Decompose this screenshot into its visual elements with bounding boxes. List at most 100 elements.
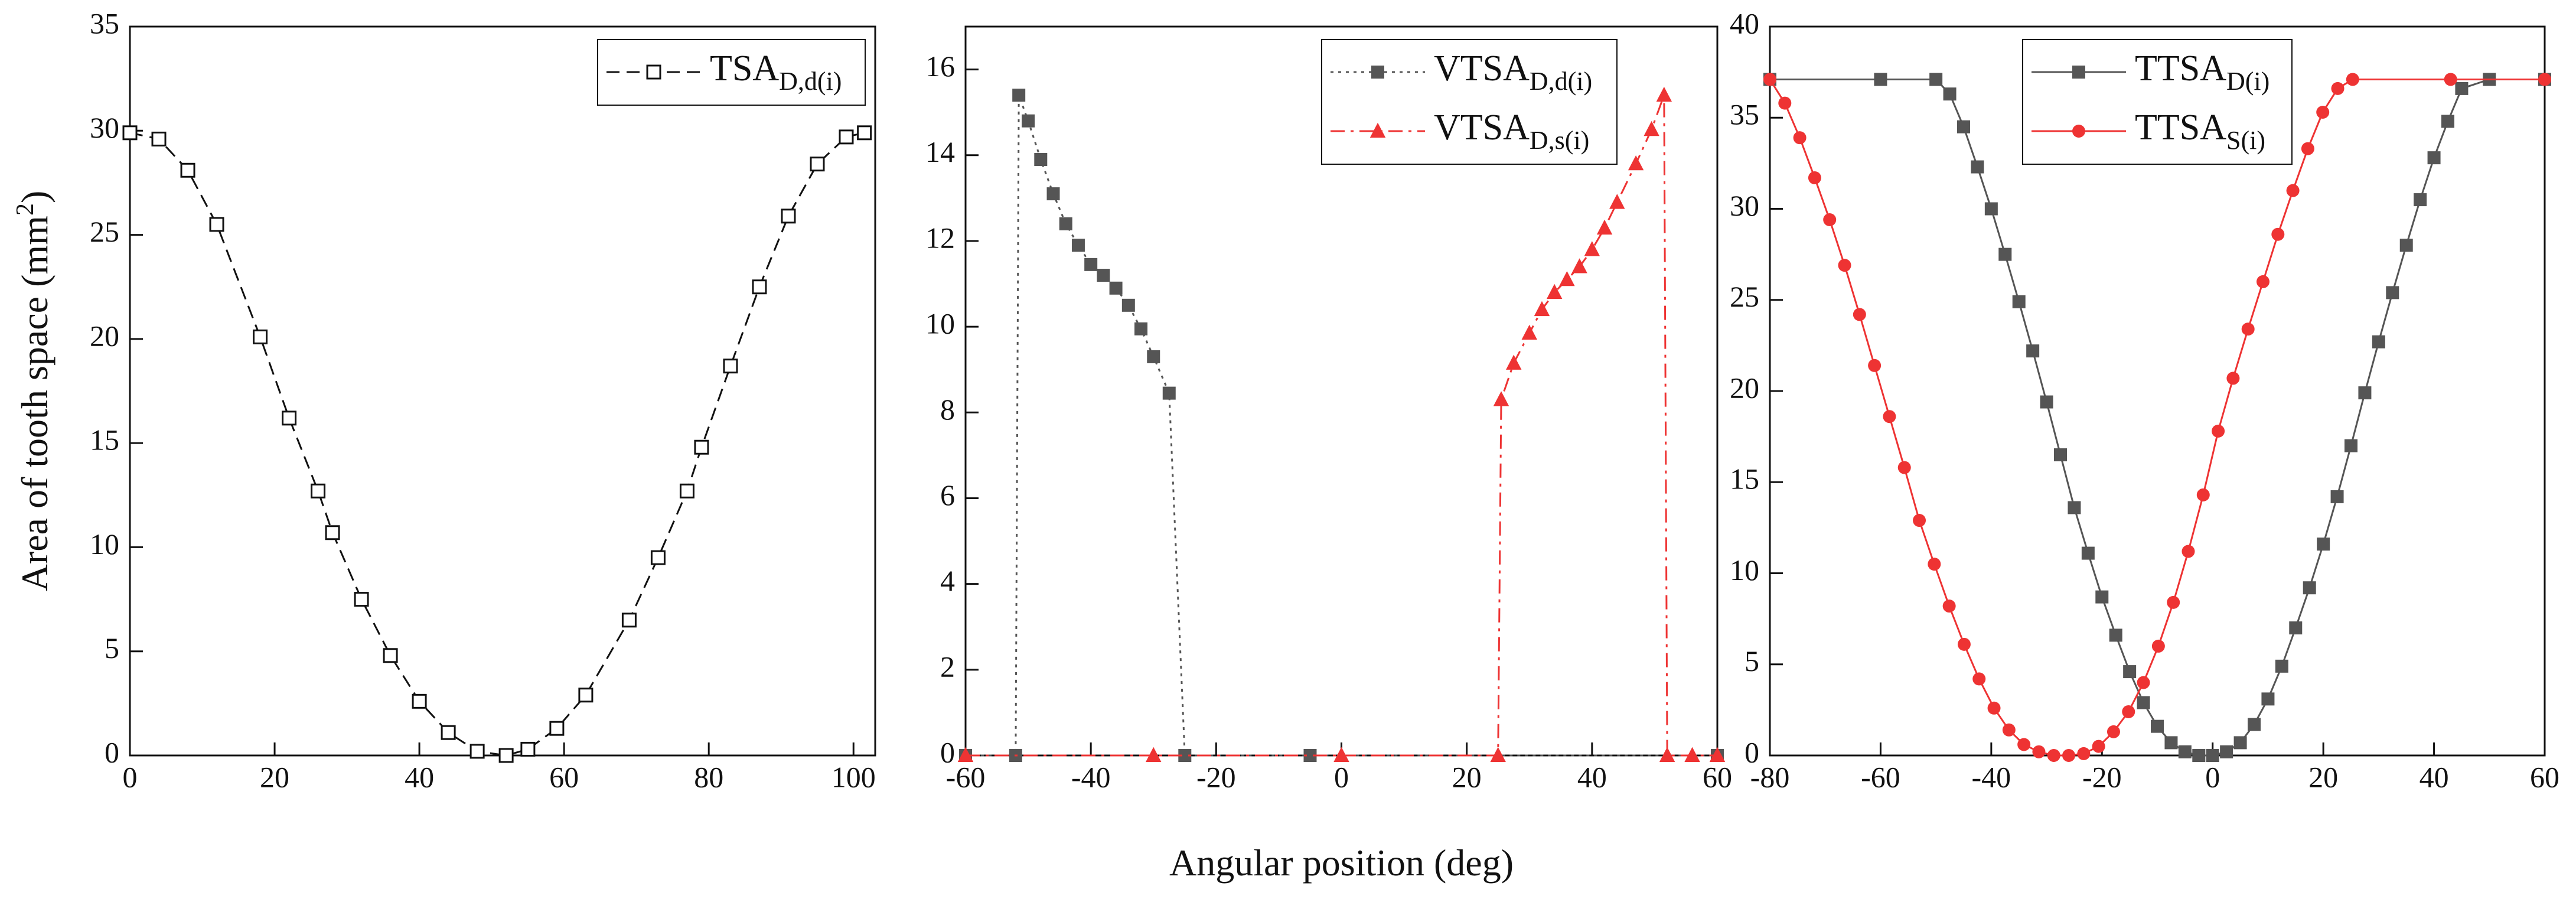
marker	[1656, 86, 1672, 102]
x-tick-label: -20	[1196, 760, 1236, 793]
marker	[2017, 738, 2031, 751]
marker	[2386, 286, 2399, 299]
marker	[1972, 672, 1986, 686]
marker	[2346, 73, 2359, 86]
marker	[520, 741, 536, 757]
marker	[2077, 747, 2091, 760]
plot-frame	[129, 25, 876, 757]
marker	[2414, 193, 2427, 207]
marker	[1534, 301, 1550, 317]
marker	[2137, 696, 2150, 709]
marker	[1084, 258, 1098, 271]
x-tick-label: -20	[2082, 760, 2122, 793]
marker	[1609, 194, 1625, 209]
y-tick-label: 0	[1744, 735, 1759, 768]
marker	[2062, 749, 2076, 762]
marker	[723, 359, 738, 374]
y-tick-label: 30	[90, 111, 119, 144]
marker	[2137, 676, 2150, 689]
legend: VTSAD,d(i)VTSAD,s(i)	[1321, 39, 1618, 165]
marker	[1868, 359, 1882, 372]
y-tick-label: 6	[940, 478, 955, 512]
marker	[498, 748, 514, 763]
legend: TTSAD(i)TTSAS(i)	[2022, 39, 2293, 165]
marker	[2286, 184, 2300, 197]
marker	[1971, 160, 1984, 174]
y-tick-label: 10	[90, 527, 119, 561]
marker	[2151, 639, 2165, 653]
marker	[2178, 745, 2192, 758]
x-tick-label: 40	[405, 760, 434, 793]
marker	[1987, 701, 2001, 715]
marker	[2271, 227, 2285, 241]
marker	[2399, 239, 2413, 252]
marker	[1584, 241, 1600, 256]
legend-frame	[597, 39, 866, 106]
marker	[578, 688, 594, 703]
marker	[2538, 73, 2551, 86]
marker	[2345, 439, 2357, 452]
marker	[1034, 153, 1048, 167]
marker	[1763, 73, 1776, 86]
marker	[839, 129, 854, 145]
y-tick-label: 5	[1744, 644, 1759, 677]
legend-sub: D(i)	[2226, 67, 2270, 96]
marker	[354, 592, 369, 607]
legend-frame	[2022, 39, 2293, 165]
marker	[1178, 749, 1192, 762]
marker	[1943, 87, 1957, 101]
marker	[1929, 73, 1943, 86]
series-line	[1769, 78, 2545, 757]
marker	[441, 725, 456, 740]
marker	[2054, 448, 2067, 461]
y-tick-label: 40	[1730, 6, 1759, 40]
marker	[469, 744, 485, 759]
marker	[2316, 105, 2330, 119]
marker	[2301, 142, 2314, 155]
y-axis-title: Area of tooth space (mm2)	[12, 191, 56, 592]
marker	[180, 162, 195, 178]
marker	[2226, 372, 2240, 385]
y-tick-label: 25	[1730, 280, 1759, 313]
marker	[1521, 324, 1537, 340]
x-tick-label: 20	[260, 760, 289, 793]
x-tick-label: -40	[1972, 760, 2011, 793]
marker	[1942, 600, 1956, 613]
x-tick-label: 40	[1577, 760, 1607, 793]
y-tick-label: 10	[1730, 553, 1759, 587]
marker	[1146, 747, 1162, 762]
y-tick-label: 8	[940, 393, 955, 426]
series-line	[129, 132, 865, 757]
x-tick-label: 20	[1452, 760, 1482, 793]
marker	[957, 747, 974, 762]
marker	[1709, 747, 1726, 762]
legend-label: VTSAD,d(i)	[1434, 48, 1592, 96]
x-axis-title: Angular position (deg)	[1169, 842, 1514, 884]
marker	[2196, 488, 2210, 501]
y-tick-label: 25	[90, 215, 119, 248]
marker	[2372, 335, 2385, 348]
legend-name: TTSA	[2135, 108, 2226, 148]
legend-marker	[2072, 125, 2085, 138]
marker	[1808, 171, 1821, 185]
marker	[1628, 155, 1644, 171]
y-tick-label: 16	[925, 50, 955, 83]
marker	[2317, 538, 2330, 551]
y-title-sup: 2	[12, 203, 39, 216]
marker	[1571, 258, 1587, 273]
marker	[650, 550, 666, 565]
x-tick-label: -60	[946, 760, 986, 793]
marker	[311, 483, 326, 499]
marker	[2331, 82, 2345, 95]
marker	[253, 329, 268, 344]
marker	[2068, 501, 2081, 514]
panel: 0 20 40 60 80 100 0 5 10 15 20 25 30 35 TSAD,d(i) Area …	[12, 6, 876, 793]
marker	[1957, 637, 1971, 651]
legend-name: TTSA	[2135, 48, 2226, 89]
marker	[1059, 217, 1072, 230]
marker	[1596, 219, 1613, 235]
marker	[1883, 410, 1896, 424]
y-tick-label: 2	[940, 650, 955, 683]
marker	[209, 217, 224, 232]
